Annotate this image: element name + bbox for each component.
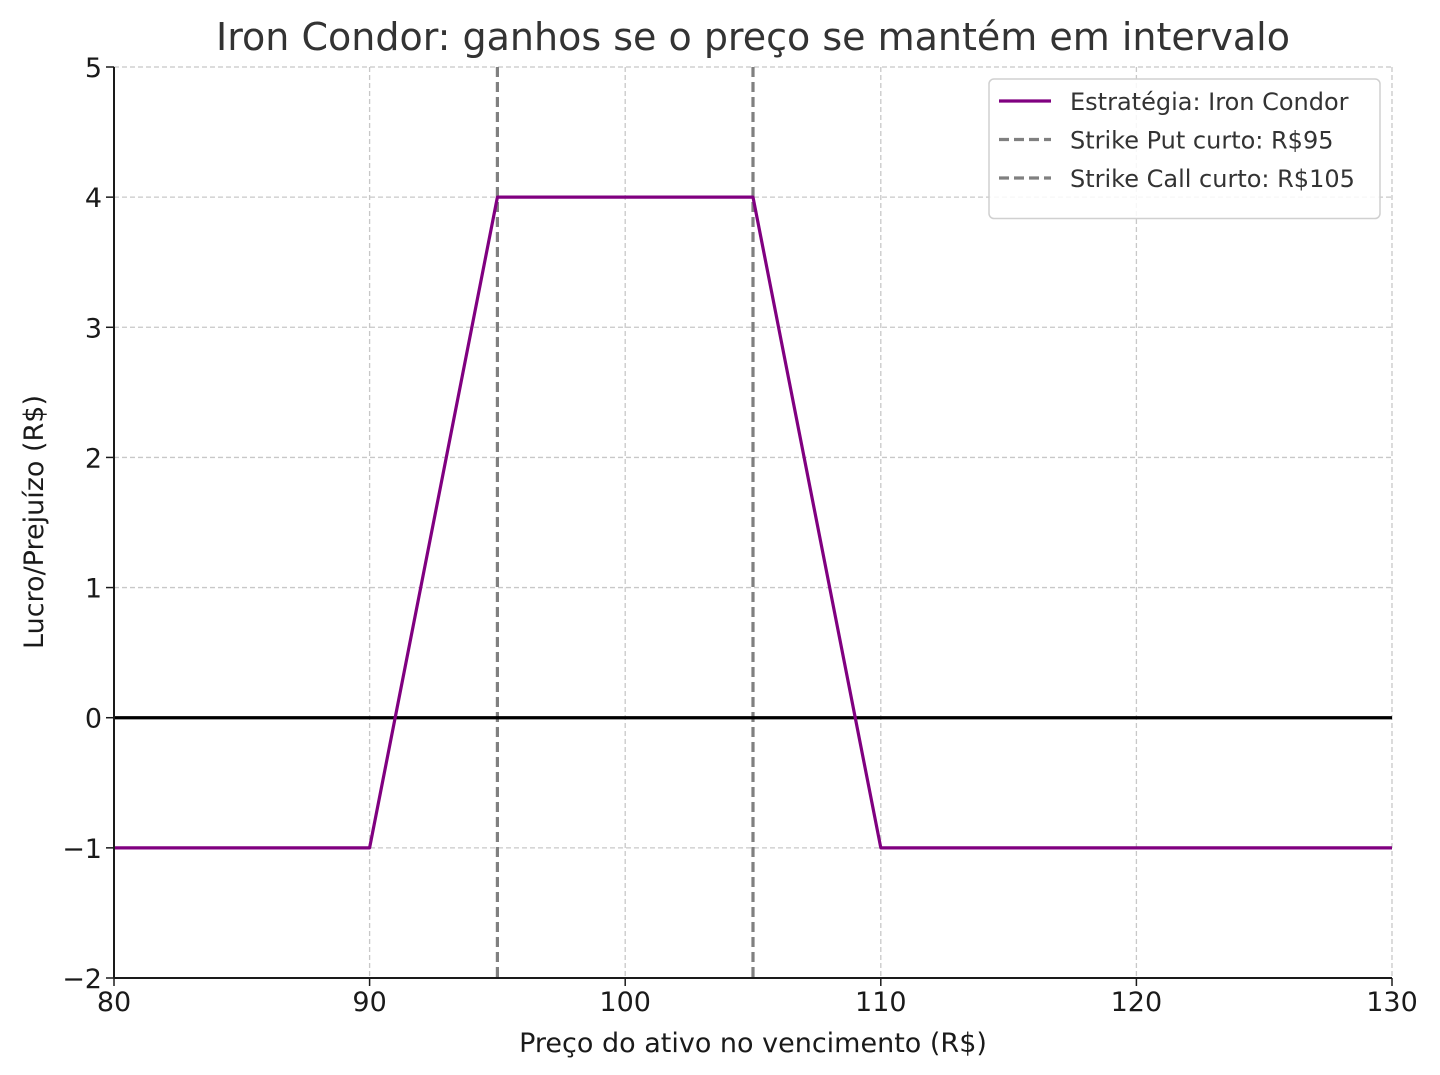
series-line-0 xyxy=(114,195,1392,850)
x-tick-label: 90 xyxy=(352,987,386,1018)
x-axis-label: Preço do ativo no vencimento (R$) xyxy=(519,1028,987,1059)
legend: Estratégia: Iron Condor Strike Put curto:… xyxy=(988,78,1381,220)
legend-box xyxy=(988,78,1381,220)
y-axis-label: Lucro/Prejuízo (R$) xyxy=(19,395,50,649)
y-tick-label: 3 xyxy=(85,313,102,344)
y-tick-label: 5 xyxy=(85,53,102,84)
x-tick-labels: 80 90 100 110 120 130 xyxy=(97,987,1418,1018)
chart-title: Iron Condor: ganhos se o preço se mantém… xyxy=(216,15,1290,59)
legend-label: Estratégia: Iron Condor xyxy=(1070,88,1349,116)
legend-label: Strike Call curto: R$105 xyxy=(1070,165,1355,193)
axes xyxy=(106,66,1393,986)
x-tick-label: 130 xyxy=(1366,987,1418,1018)
y-tick-label: −2 xyxy=(62,964,102,995)
legend-label: Strike Put curto: R$95 xyxy=(1070,127,1333,155)
y-tick-label: 0 xyxy=(85,704,102,735)
x-tick-label: 100 xyxy=(599,987,651,1018)
y-tick-label: 1 xyxy=(85,574,102,605)
y-tick-label: −1 xyxy=(62,834,102,865)
x-tick-label: 80 xyxy=(97,987,131,1018)
series-lines xyxy=(114,195,1392,850)
y-tick-label: 4 xyxy=(85,183,102,214)
y-tick-label: 2 xyxy=(85,443,102,474)
x-tick-label: 110 xyxy=(855,987,907,1018)
y-tick-labels: −2 −1 0 1 2 3 4 5 xyxy=(62,53,102,995)
x-tick-label: 120 xyxy=(1111,987,1163,1018)
reference-lines xyxy=(114,67,1392,978)
